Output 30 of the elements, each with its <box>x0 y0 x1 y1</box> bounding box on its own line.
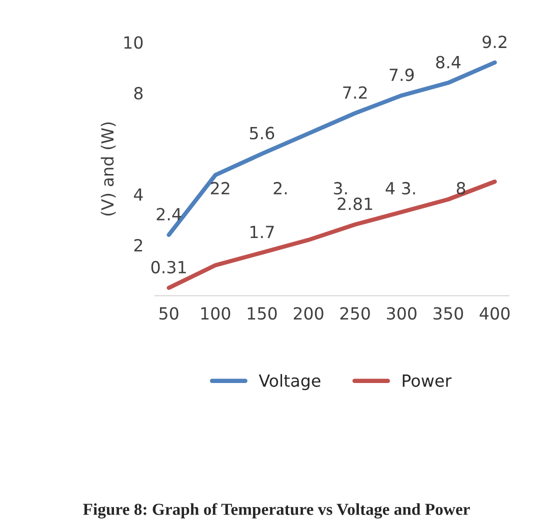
annotation: 4 3. <box>386 182 415 195</box>
x-tick-label: 350 <box>434 307 464 320</box>
y-axis-title: (V) and (W) <box>100 122 116 216</box>
annotation: 2. <box>274 182 287 194</box>
x-tick-label: 400 <box>480 307 510 320</box>
y-tick-label: 8 <box>134 86 143 100</box>
y-tick-label: 10 <box>124 36 143 49</box>
data-label: 9.2 <box>482 36 506 48</box>
data-label: 2.81 <box>338 198 372 210</box>
legend-label: Voltage <box>258 374 320 390</box>
data-label: 7.2 <box>343 86 367 99</box>
data-label: 5.6 <box>250 126 274 140</box>
x-tick-label: 200 <box>294 307 324 320</box>
annotation: 22 <box>210 182 230 194</box>
x-tick-label: 100 <box>201 307 230 320</box>
data-label: 7.9 <box>390 68 414 82</box>
x-tick-label: 150 <box>248 307 277 320</box>
x-tick-label: 300 <box>387 307 416 320</box>
annotation: 3. <box>334 182 347 195</box>
y-tick-label: 2 <box>134 238 142 252</box>
data-label: 0.31 <box>151 260 186 274</box>
legend-label: Power <box>402 374 452 387</box>
data-label: 2.4 <box>156 208 182 220</box>
x-tick-label: 50 <box>159 307 178 320</box>
text: Figure 8: Graph of Temperature vs Voltage and Power <box>83 503 470 518</box>
y-tick-label: 4 <box>134 188 143 201</box>
data-label: 1.7 <box>250 226 274 238</box>
x-tick-label: 250 <box>340 307 370 320</box>
data-label: 8.4 <box>436 56 461 68</box>
annotation: 8 <box>456 182 466 195</box>
